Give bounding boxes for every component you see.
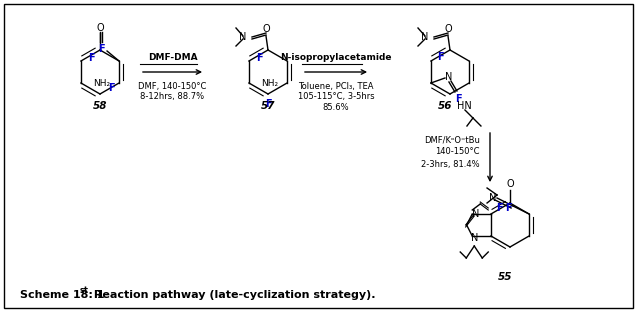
Text: 140-150°C: 140-150°C (436, 148, 480, 157)
Text: 58: 58 (93, 101, 107, 111)
Text: F: F (436, 52, 443, 62)
Text: DMF, 140-150°C: DMF, 140-150°C (138, 81, 206, 90)
Text: F: F (255, 53, 262, 63)
Text: 8-12hrs, 88.7%: 8-12hrs, 88.7% (140, 92, 204, 101)
Text: HN: HN (457, 101, 471, 111)
Text: DMF-DMA: DMF-DMA (148, 53, 197, 62)
Text: F: F (265, 99, 271, 109)
Text: F: F (455, 94, 461, 104)
Text: 105-115°C, 3-5hrs: 105-115°C, 3-5hrs (297, 92, 375, 101)
Text: 2-3hrs, 81.4%: 2-3hrs, 81.4% (421, 159, 480, 168)
Text: N: N (489, 193, 497, 203)
Text: N: N (421, 32, 429, 42)
Text: F: F (97, 44, 104, 54)
Text: O: O (444, 24, 452, 34)
Text: DMF/KᵒO⁼tBu: DMF/KᵒO⁼tBu (424, 135, 480, 144)
Text: N: N (471, 233, 478, 243)
Text: N: N (471, 209, 479, 219)
Text: st: st (80, 286, 89, 295)
Text: Toluene, PCl₃, TEA: Toluene, PCl₃, TEA (298, 81, 374, 90)
Text: O: O (262, 24, 270, 34)
Text: 55: 55 (497, 272, 512, 282)
Text: N-isopropylacetamide: N-isopropylacetamide (280, 53, 392, 62)
Text: 56: 56 (438, 101, 452, 111)
Text: F: F (88, 53, 94, 63)
Text: F: F (108, 83, 115, 93)
Text: F: F (496, 203, 502, 213)
Text: N: N (240, 32, 247, 42)
Text: 57: 57 (261, 101, 275, 111)
Text: 85.6%: 85.6% (323, 104, 349, 113)
Text: NH₂: NH₂ (93, 79, 110, 87)
Text: Scheme 18: 1: Scheme 18: 1 (20, 290, 104, 300)
Text: O: O (506, 179, 514, 189)
Text: O: O (96, 23, 104, 33)
Text: Reaction pathway (late-cyclization strategy).: Reaction pathway (late-cyclization strat… (90, 290, 375, 300)
Text: N: N (445, 72, 453, 82)
Text: NH₂: NH₂ (261, 79, 278, 87)
Text: F: F (505, 203, 512, 213)
